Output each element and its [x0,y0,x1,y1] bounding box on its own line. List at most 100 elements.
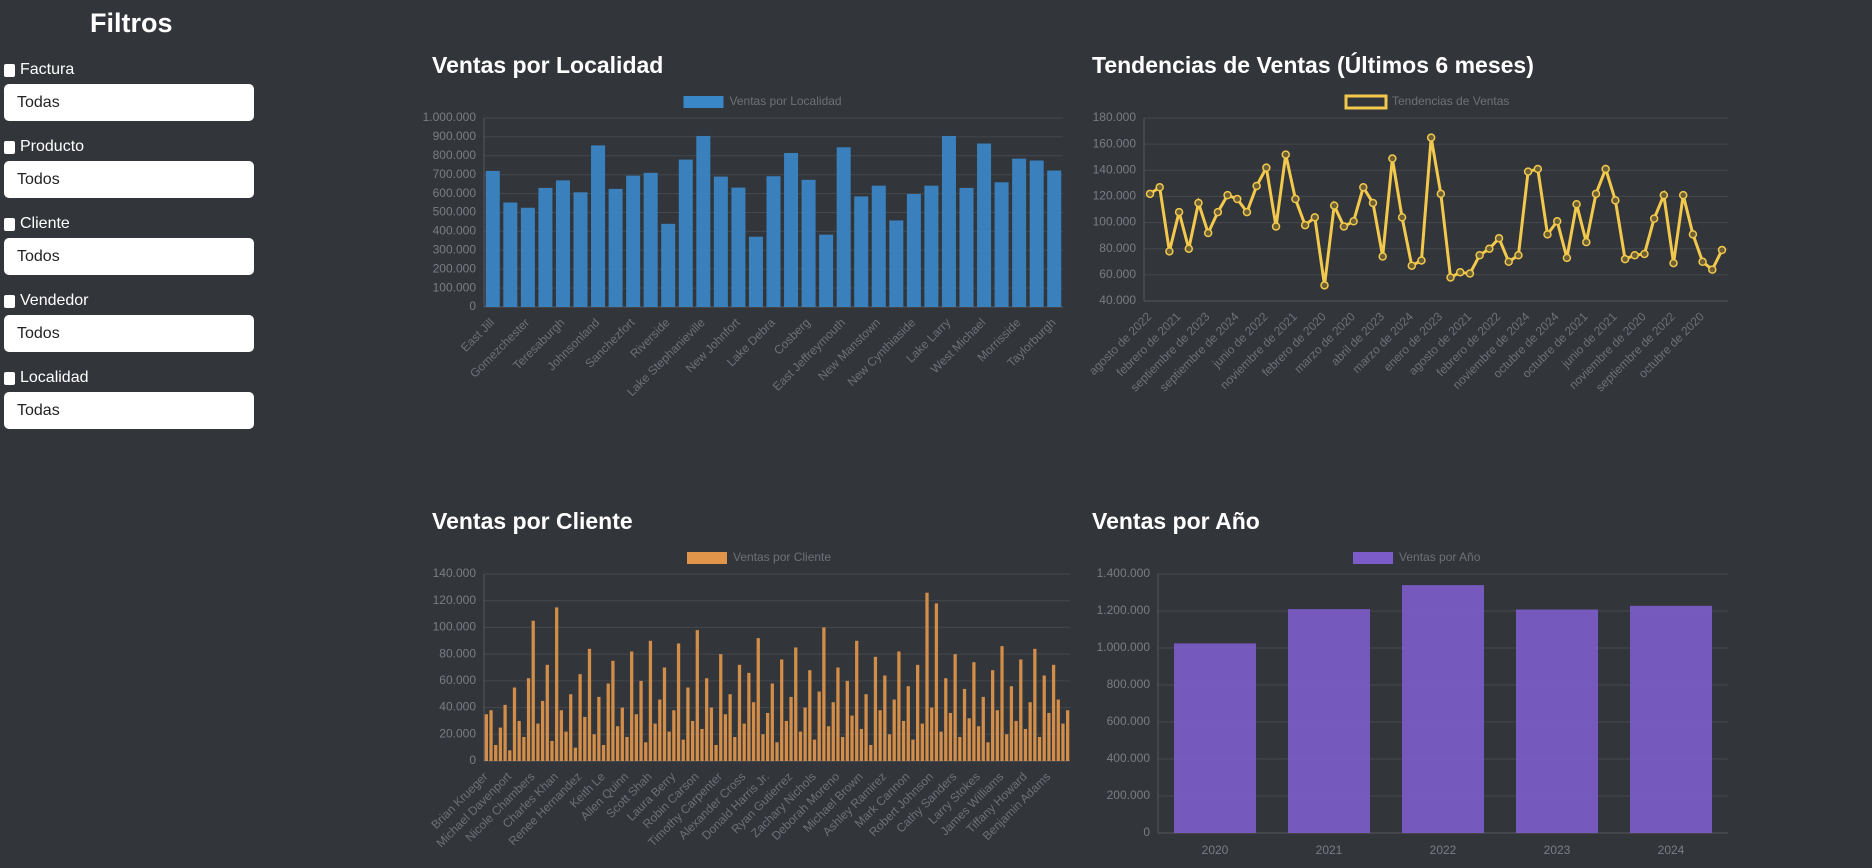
bar [976,726,981,761]
bar [522,736,526,761]
point [1388,154,1397,163]
point [1649,214,1659,223]
chart-title: Ventas por Año [1092,508,1260,534]
bar [812,739,817,761]
bar [1009,686,1014,761]
bar [889,220,904,307]
y-tick-label: 100.000 [1093,215,1137,229]
bar [906,686,910,761]
point [1601,164,1610,174]
point [1572,200,1581,209]
filter-label-row: Vendedor [4,291,254,311]
filter-label: Factura [20,61,75,78]
bar [681,739,685,761]
bar [1051,664,1056,761]
bar [748,236,763,307]
bar [550,740,554,761]
y-tick-label: 1.200.000 [1097,603,1151,617]
filter-icon [4,140,15,154]
bar [822,627,826,761]
filter-select[interactable]: Todas [4,84,254,121]
bar [555,180,570,307]
bar [817,691,821,761]
bar [871,185,886,307]
y-tick-label: 0 [469,753,476,767]
point [1446,273,1455,282]
y-tick-label: 500.000 [433,205,477,219]
legend-swatch [1344,94,1388,110]
filter-icon [4,63,15,77]
filter: Cliente Todos [4,214,254,275]
bar [761,734,765,761]
point [1465,269,1475,278]
point [1523,167,1533,176]
legend-swatch [687,552,727,564]
bar [958,736,962,761]
filter-label-row: Producto [4,137,254,157]
bar [1287,609,1371,833]
bar [695,630,699,761]
bar [540,700,545,761]
point [1708,265,1717,274]
y-tick-label: 100.000 [433,280,477,294]
filter-label: Localidad [20,369,89,386]
bar [798,731,803,761]
filter: Vendedor Todos [4,291,254,352]
bar [648,640,653,761]
filter-label: Vendedor [20,292,89,309]
y-tick-label: 60.000 [439,673,476,687]
filter-select[interactable]: Todos [4,161,254,198]
bar [709,707,714,761]
bar [667,731,671,761]
point [1669,258,1678,268]
bar [925,592,929,761]
y-tick-label: 120.000 [1093,189,1137,203]
filter-select[interactable]: Todos [4,315,254,352]
bar [538,187,553,307]
bar [920,723,924,761]
chart-title: Ventas por Localidad [432,52,663,78]
bar [840,736,845,761]
bar [713,176,728,307]
filter-select[interactable]: Todas [4,392,254,429]
point [1174,207,1184,217]
bar [498,727,503,761]
bar [765,712,770,761]
bar [564,731,568,761]
bar [906,193,921,307]
point [1242,207,1252,217]
y-tick-label: 300.000 [433,242,477,256]
bar [859,728,864,761]
point [1329,201,1339,210]
point [1368,198,1378,208]
bar [972,662,976,761]
bar [625,736,629,761]
point [1698,257,1707,267]
filter-select[interactable]: Todos [4,238,254,275]
bar [1023,728,1028,761]
bar [728,694,732,761]
legend-swatch [683,96,724,108]
y-tick-label: 800.000 [433,148,477,162]
bar [819,234,834,307]
point [1320,281,1329,290]
bar [503,202,518,307]
bar [934,603,939,761]
bar [526,678,531,761]
chart-title: Ventas por Cliente [432,508,633,534]
point [1426,133,1436,142]
point [1620,254,1630,264]
point [1591,189,1601,199]
bar [676,643,681,761]
filter-label-row: Localidad [4,368,254,388]
bar [941,135,956,307]
bar [484,714,488,761]
bar [696,135,711,307]
y-tick-label: 20.000 [439,726,476,740]
point [1378,252,1387,261]
point [1262,163,1271,172]
bar [644,742,648,761]
bar [597,696,601,761]
x-tick-label: 2023 [1544,843,1571,857]
point [1543,230,1552,239]
